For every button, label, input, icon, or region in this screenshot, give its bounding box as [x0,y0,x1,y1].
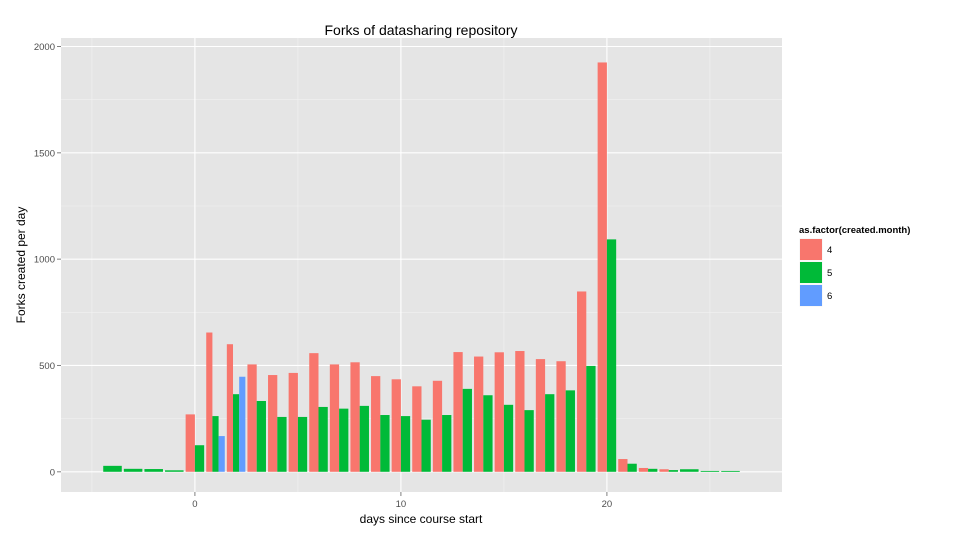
bar-month-4 [432,380,443,472]
bars [103,62,740,472]
bar-month-6 [218,436,225,472]
bar-month-4 [515,351,525,472]
y-tick-label: 2000 [34,42,55,53]
bar-month-4 [597,62,607,472]
legend-label-4: 4 [827,245,832,256]
x-tick-label: 0 [192,499,197,510]
bar-month-4 [288,372,298,472]
bar-month-4 [247,364,257,472]
legend: as.factor(created.month) 4 5 6 [798,225,910,308]
bar-month-4 [206,332,213,472]
bar-month-4 [268,375,278,472]
bar-month-5 [606,239,617,472]
bar-month-5 [123,468,143,472]
bar-month-5 [524,410,534,472]
bar-month-5 [400,416,411,472]
bar-month-5 [586,365,596,472]
bar-month-4 [618,459,628,472]
bar-month-5 [442,415,452,472]
bar-month-5 [721,470,740,472]
bar-month-5 [648,468,658,472]
x-axis-title: days since course start [360,512,483,526]
bar-month-4 [350,362,360,472]
bar-month-5 [545,394,555,472]
bar-month-4 [474,356,484,472]
bar-month-4 [556,361,566,472]
bar-month-6 [239,376,246,472]
x-axis: 0 10 20 [192,492,612,510]
legend-label-5: 5 [827,268,832,279]
bar-month-5 [680,469,699,472]
chart-title: Forks of datasharing repository [325,22,518,38]
bar-month-5 [483,395,493,472]
bar-month-5 [194,445,205,472]
y-tick-label: 500 [39,361,55,372]
legend-swatch-6 [800,285,822,306]
bar-month-4 [185,414,195,472]
bar-month-5 [421,419,431,472]
bar-month-5 [297,416,308,472]
bar-month-5 [165,470,184,472]
bar-month-5 [668,470,678,472]
bar-month-5 [318,406,328,472]
bar-month-4 [309,353,319,472]
bar-month-5 [359,405,369,472]
bar-month-4 [535,359,546,472]
bar-month-5 [233,394,240,472]
bar-month-5 [565,390,575,472]
bar-month-5 [462,388,472,472]
bar-month-5 [277,416,287,472]
bar-month-4 [659,469,669,472]
x-tick-label: 20 [602,499,613,510]
bar-month-5 [627,463,637,472]
bar-month-4 [226,344,234,472]
bar-month-5 [103,465,122,472]
bar-month-5 [144,469,163,472]
bar-month-5 [700,470,720,472]
y-axis-title: Forks created per day [14,207,28,324]
legend-title: as.factor(created.month) [799,225,910,236]
bar-month-5 [380,415,390,472]
y-axis: 0 500 1000 1500 2000 [34,42,61,478]
bar-month-4 [577,291,587,472]
bar-month-5 [339,408,349,472]
bar-month-4 [329,364,340,472]
x-tick-label: 10 [396,499,407,510]
y-tick-label: 1500 [34,148,55,159]
legend-swatch-5 [800,262,822,283]
bar-month-4 [412,386,422,472]
bar-month-5 [256,400,266,472]
bar-month-4 [391,379,401,472]
bar-month-4 [638,467,649,472]
bar-month-5 [212,416,219,472]
bar-month-4 [371,376,381,472]
bar-month-5 [503,404,514,472]
minor-gridlines [61,38,782,492]
y-tick-label: 0 [50,467,55,478]
y-tick-label: 1000 [34,255,55,266]
legend-swatch-4 [800,239,822,260]
bar-month-4 [494,352,504,472]
bar-month-4 [453,352,463,472]
legend-label-6: 6 [827,291,832,302]
